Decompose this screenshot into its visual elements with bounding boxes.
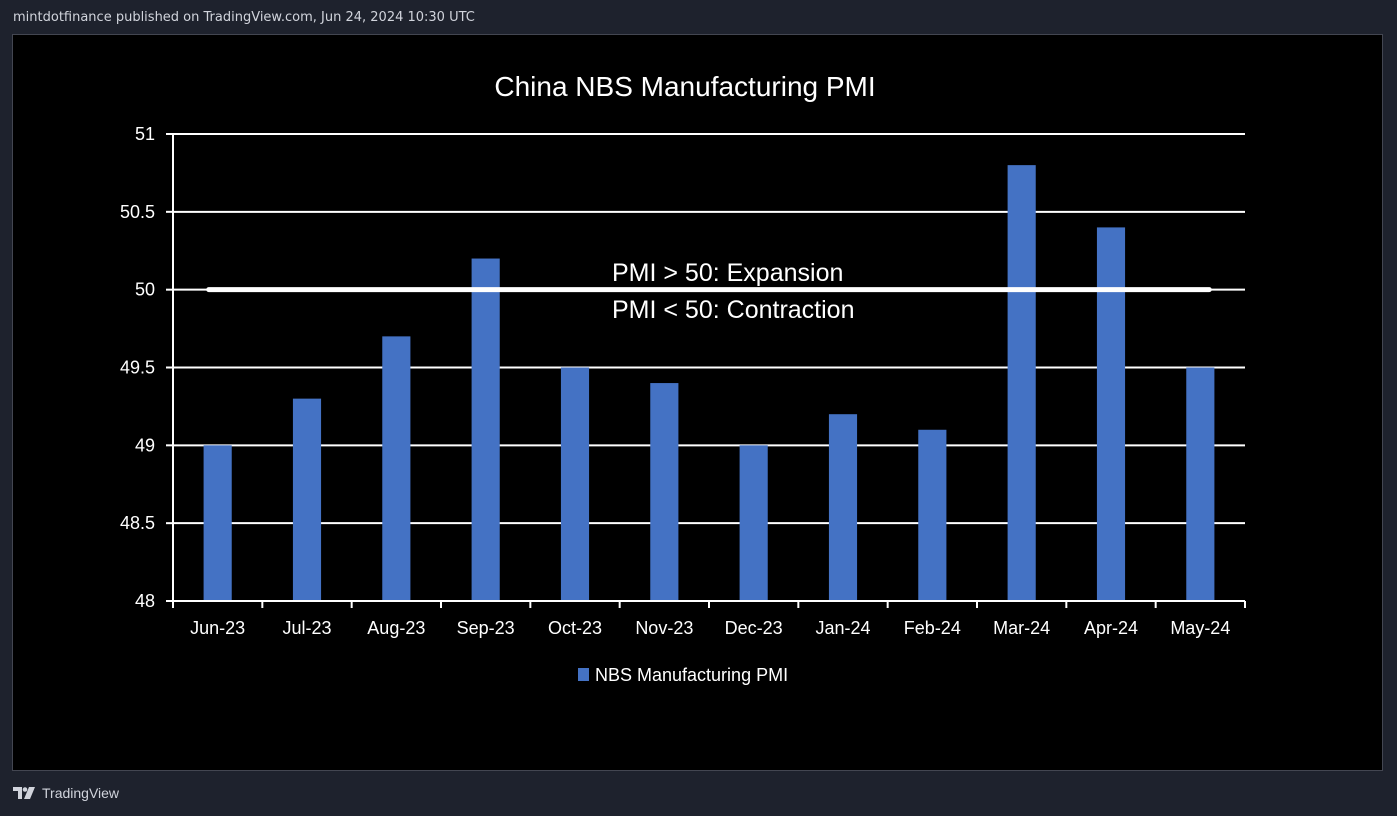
x-tick-label: Sep-23 (457, 618, 515, 638)
bar-chart: China NBS Manufacturing PMI 48 48.5 49 49.5… (120, 71, 1246, 685)
bar (203, 445, 232, 601)
expansion-annotation: PMI > 50: Expansion (612, 259, 843, 287)
bar (650, 383, 679, 601)
tradingview-logo-icon (13, 787, 35, 799)
y-tick-label: 51 (135, 124, 155, 144)
x-tick-label: Mar-24 (993, 618, 1050, 638)
x-tick-label: Aug-23 (367, 618, 425, 638)
footer-branding: TradingView (13, 785, 119, 801)
bar (382, 336, 411, 601)
y-tick-label: 50.5 (120, 202, 155, 222)
x-tick-label: Nov-23 (635, 618, 693, 638)
x-tick-label: Jul-23 (282, 618, 331, 638)
publish-attribution: mintdotfinance published on TradingView.… (13, 10, 475, 25)
x-tick-label: Jun-23 (190, 618, 245, 638)
y-tick-label: 49 (135, 435, 155, 455)
x-tick-label: May-24 (1170, 618, 1230, 638)
contraction-annotation: PMI < 50: Contraction (612, 296, 854, 324)
x-tick-label: Oct-23 (548, 618, 602, 638)
bar (1186, 367, 1215, 601)
bar (739, 445, 768, 601)
bar (292, 398, 322, 601)
y-tick-label: 49.5 (120, 358, 155, 378)
legend-swatch (578, 668, 589, 681)
y-tick-label: 48 (135, 591, 155, 611)
y-tick-label: 50 (135, 280, 155, 300)
bar (1007, 165, 1036, 601)
bar (918, 429, 947, 601)
bar (560, 367, 590, 601)
chart-image-frame: China NBS Manufacturing PMI 48 48.5 49 49.5… (12, 34, 1383, 771)
bar (828, 414, 858, 601)
bar (471, 258, 500, 601)
chart-title: China NBS Manufacturing PMI (494, 71, 875, 102)
x-tick-label: Apr-24 (1084, 618, 1138, 638)
chart-legend: NBS Manufacturing PMI (578, 665, 788, 685)
legend-label: NBS Manufacturing PMI (595, 665, 788, 685)
y-tick-label: 48.5 (120, 513, 155, 533)
bar (1096, 227, 1126, 601)
tradingview-brand: TradingView (42, 785, 120, 801)
x-tick-label: Feb-24 (904, 618, 961, 638)
x-tick-label: Jan-24 (815, 618, 870, 638)
x-tick-label: Dec-23 (725, 618, 783, 638)
